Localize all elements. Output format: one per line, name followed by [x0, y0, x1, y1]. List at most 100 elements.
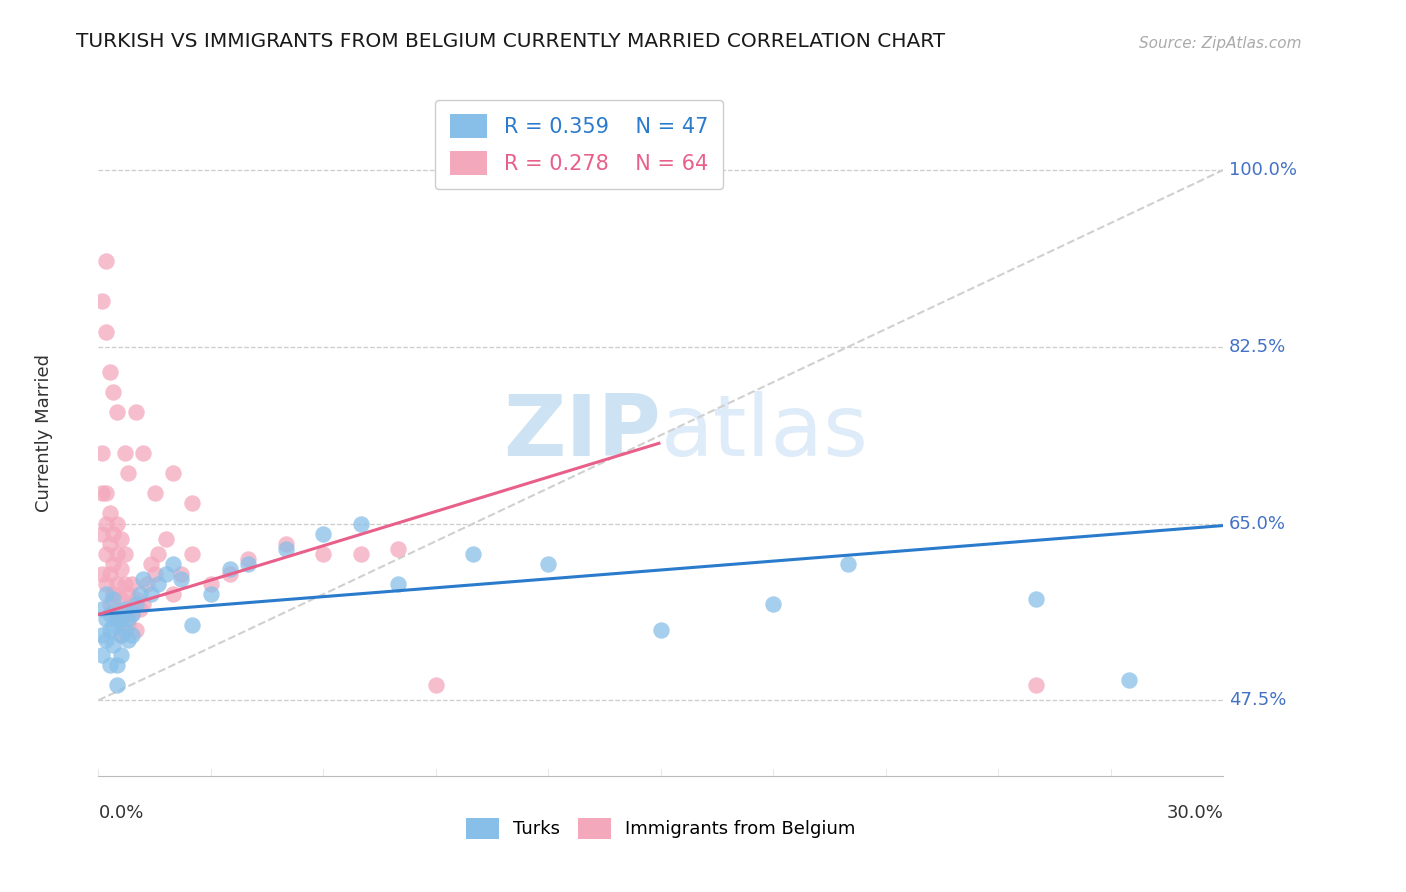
Point	[463, 547, 485, 561]
Point	[650, 623, 672, 637]
Point	[117, 632, 139, 647]
Point	[110, 592, 132, 607]
Point	[1118, 673, 1140, 687]
Text: atlas: atlas	[661, 391, 869, 475]
Point	[181, 547, 204, 561]
Point	[312, 526, 335, 541]
Point	[98, 567, 121, 582]
Point	[91, 648, 114, 662]
Point	[125, 405, 148, 419]
Point	[200, 577, 222, 591]
Point	[94, 587, 117, 601]
Point	[117, 587, 139, 601]
Point	[143, 486, 166, 500]
Point	[312, 547, 335, 561]
Point	[238, 552, 260, 566]
Point	[238, 557, 260, 571]
Point	[350, 516, 373, 531]
Point	[274, 541, 297, 556]
Point	[132, 598, 155, 612]
Point	[121, 607, 143, 622]
Point	[94, 486, 117, 500]
Point	[537, 557, 560, 571]
Text: TURKISH VS IMMIGRANTS FROM BELGIUM CURRENTLY MARRIED CORRELATION CHART: TURKISH VS IMMIGRANTS FROM BELGIUM CURRE…	[76, 32, 945, 52]
Point	[121, 627, 143, 641]
Point	[274, 537, 297, 551]
Point	[350, 547, 373, 561]
Point	[98, 657, 121, 672]
Text: 82.5%: 82.5%	[1229, 338, 1286, 356]
Point	[181, 496, 204, 510]
Point	[98, 537, 121, 551]
Point	[121, 607, 143, 622]
Point	[105, 547, 128, 561]
Point	[114, 547, 136, 561]
Point	[155, 567, 177, 582]
Text: Source: ZipAtlas.com: Source: ZipAtlas.com	[1139, 37, 1302, 52]
Point	[91, 294, 114, 309]
Point	[125, 598, 148, 612]
Point	[170, 567, 193, 582]
Point	[94, 547, 117, 561]
Point	[117, 612, 139, 626]
Point	[105, 577, 128, 591]
Point	[110, 612, 132, 626]
Point	[387, 577, 409, 591]
Point	[837, 557, 859, 571]
Point	[105, 405, 128, 419]
Text: 30.0%: 30.0%	[1167, 805, 1223, 822]
Text: 100.0%: 100.0%	[1229, 161, 1296, 179]
Point	[110, 562, 132, 576]
Point	[103, 557, 125, 571]
Point	[94, 516, 117, 531]
Point	[105, 612, 128, 626]
Point	[110, 532, 132, 546]
Point	[110, 648, 132, 662]
Point	[105, 657, 128, 672]
Point	[94, 577, 117, 591]
Point	[103, 638, 125, 652]
Point	[132, 446, 155, 460]
Point	[155, 532, 177, 546]
Text: 0.0%: 0.0%	[98, 805, 143, 822]
Text: 65.0%: 65.0%	[1229, 515, 1286, 533]
Point	[98, 507, 121, 521]
Point	[114, 446, 136, 460]
Point	[139, 557, 162, 571]
Point	[94, 612, 117, 626]
Point	[105, 516, 128, 531]
Point	[91, 567, 114, 582]
Point	[98, 607, 121, 622]
Point	[139, 587, 162, 601]
Point	[98, 598, 121, 612]
Point	[136, 577, 159, 591]
Text: 47.5%: 47.5%	[1229, 691, 1286, 709]
Point	[103, 385, 125, 400]
Point	[128, 587, 150, 601]
Point	[103, 587, 125, 601]
Text: ZIP: ZIP	[503, 391, 661, 475]
Point	[103, 526, 125, 541]
Point	[91, 486, 114, 500]
Point	[110, 627, 132, 641]
Point	[387, 541, 409, 556]
Point	[162, 587, 184, 601]
Point	[114, 623, 136, 637]
Point	[143, 567, 166, 582]
Point	[117, 617, 139, 632]
Point	[125, 592, 148, 607]
Point	[105, 678, 128, 692]
Point	[162, 557, 184, 571]
Point	[94, 254, 117, 268]
Point	[91, 446, 114, 460]
Point	[148, 577, 170, 591]
Text: Currently Married: Currently Married	[35, 353, 53, 512]
Point	[218, 562, 240, 576]
Point	[132, 572, 155, 586]
Point	[121, 577, 143, 591]
Point	[1025, 592, 1047, 607]
Point	[103, 592, 125, 607]
Point	[94, 632, 117, 647]
Point	[1025, 678, 1047, 692]
Point	[170, 572, 193, 586]
